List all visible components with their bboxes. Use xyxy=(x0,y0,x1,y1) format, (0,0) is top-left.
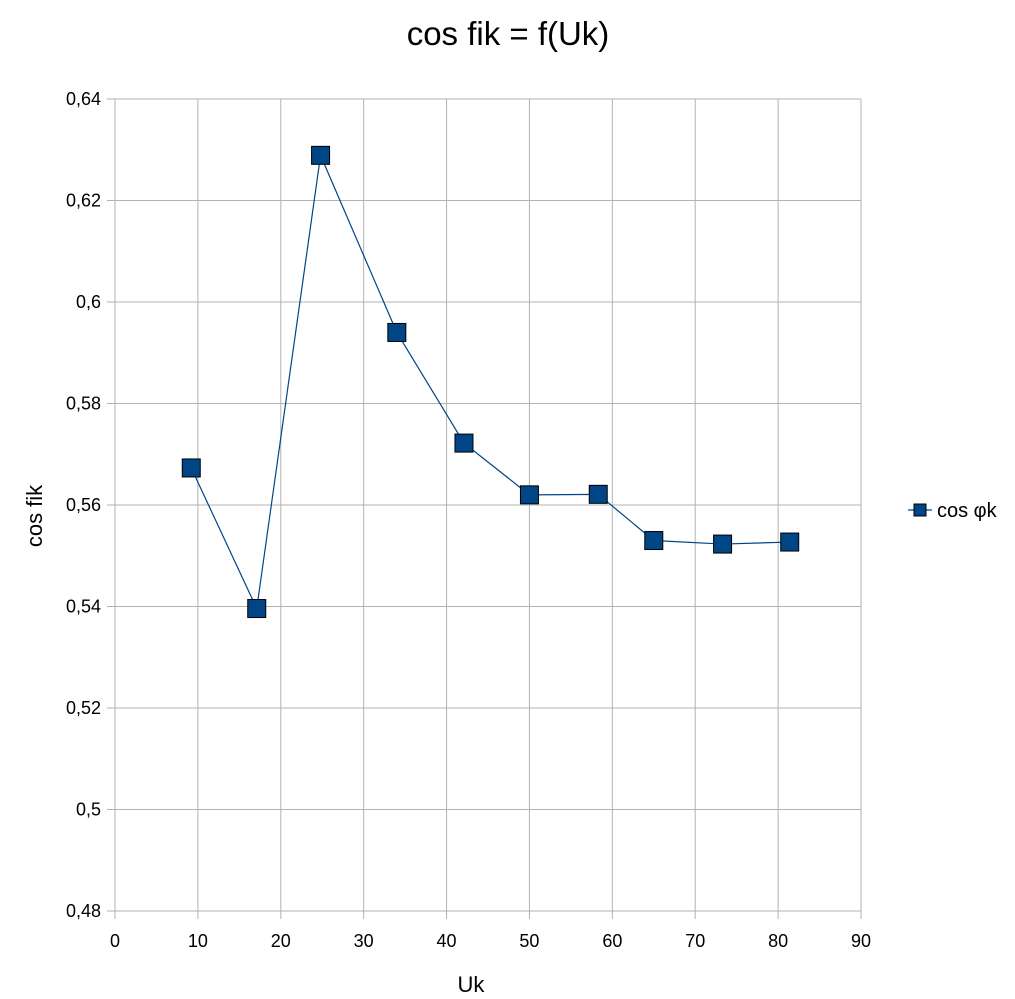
y-tick-label: 0,58 xyxy=(66,394,101,414)
x-axis-label: Uk xyxy=(458,972,486,997)
x-tick-label: 90 xyxy=(851,931,871,951)
x-tick-label: 20 xyxy=(271,931,291,951)
y-tick-label: 0,56 xyxy=(66,495,101,515)
x-tick-label: 60 xyxy=(602,931,622,951)
legend-marker xyxy=(913,503,927,517)
y-tick-label: 0,62 xyxy=(66,191,101,211)
x-tick-label: 10 xyxy=(188,931,208,951)
legend-label: cos φk xyxy=(937,500,998,522)
x-tick-label: 0 xyxy=(110,931,120,951)
y-tick-label: 0,5 xyxy=(76,800,101,820)
data-point xyxy=(454,433,474,453)
x-tick-label: 80 xyxy=(768,931,788,951)
data-point xyxy=(588,484,608,504)
data-point xyxy=(387,322,407,342)
y-tick-label: 0,48 xyxy=(66,901,101,921)
y-tick-label: 0,52 xyxy=(66,698,101,718)
x-tick-label: 50 xyxy=(519,931,539,951)
x-tick-label: 40 xyxy=(437,931,457,951)
data-point xyxy=(519,485,539,505)
data-point xyxy=(644,531,664,551)
data-point xyxy=(780,532,800,552)
y-tick-label: 0,64 xyxy=(66,89,101,109)
series-layer xyxy=(181,145,800,619)
chart-title: cos fik = f(Uk) xyxy=(407,15,610,52)
data-point xyxy=(247,599,267,619)
data-point xyxy=(713,534,733,554)
y-tick-label: 0,6 xyxy=(76,292,101,312)
y-axis-ticks: 0,48 0,5 0,52 0,54 0,56 0,58 0,6 0,62 0,64 xyxy=(66,89,115,921)
grid xyxy=(114,98,862,912)
x-tick-label: 70 xyxy=(685,931,705,951)
y-axis-label: cos fik xyxy=(22,484,47,547)
legend: cos φk xyxy=(908,500,998,522)
x-axis-ticks: 0 10 20 30 40 50 60 70 80 90 xyxy=(110,911,871,951)
x-tick-label: 30 xyxy=(354,931,374,951)
data-point xyxy=(181,458,201,478)
y-tick-label: 0,54 xyxy=(66,597,101,617)
series-line xyxy=(190,153,790,611)
data-point xyxy=(311,145,331,165)
